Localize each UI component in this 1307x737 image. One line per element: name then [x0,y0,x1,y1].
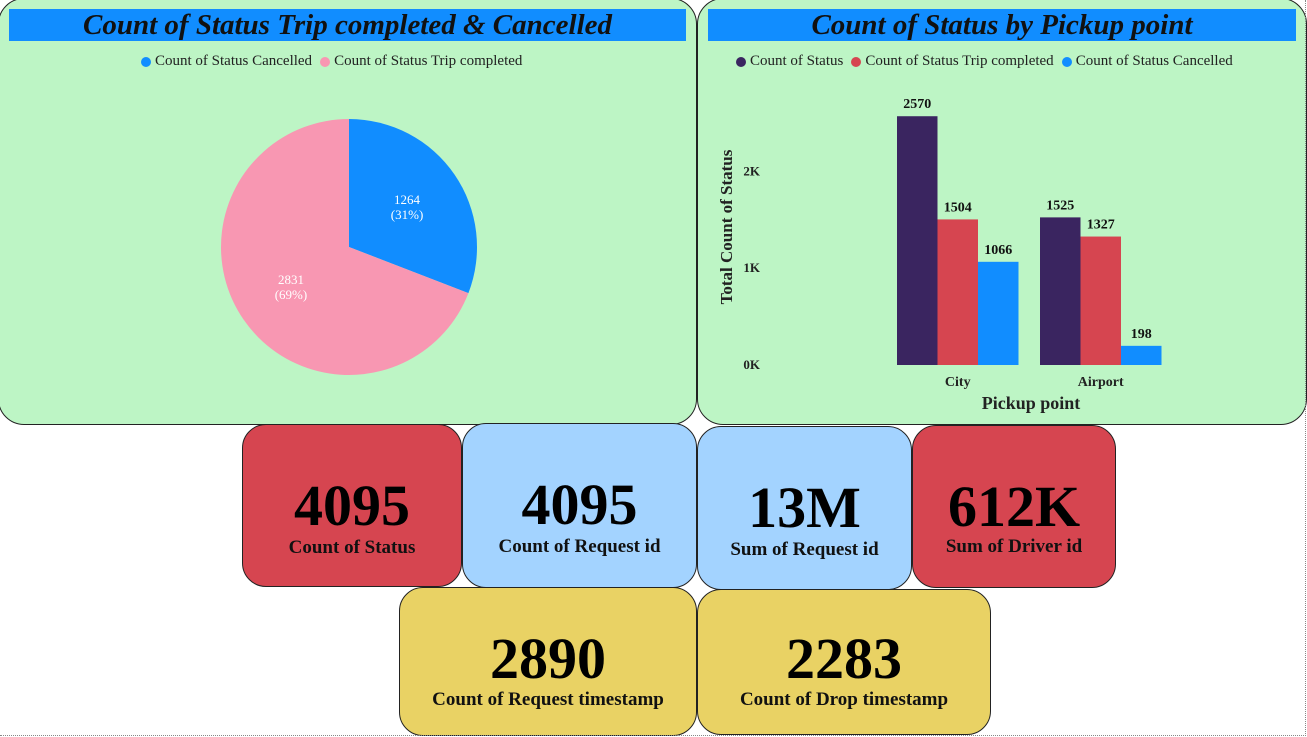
legend-dot-icon [851,56,862,67]
legend-label: Count of Status Trip completed [334,53,523,69]
legend-label: Count of Status Trip completed [865,53,1054,69]
legend-item-cancelled[interactable]: Count of Status Cancelled [1061,53,1233,70]
legend-item-cancelled[interactable]: Count of Status Cancelled [141,53,312,70]
card-label: Count of Status [288,537,416,558]
legend-item-trip-completed[interactable]: Count of Status Trip completed [851,53,1054,70]
card-sum-of-request-id[interactable]: 13M Sum of Request id [697,426,912,590]
pie-chart-title: Count of Status Trip completed & Cancell… [9,9,686,41]
bar-data-label: 1504 [944,200,972,215]
x-tick-label: Airport [1078,375,1124,390]
card-count-of-status[interactable]: 4095 Count of Status [242,424,462,587]
bar-chart-panel: Count of Status by Pickup point Count of… [697,0,1307,425]
legend-label: Count of Status Cancelled [155,53,313,69]
y-tick-label: 1K [743,260,761,275]
y-tick-label: 0K [743,357,761,372]
card-label: Sum of Driver id [945,536,1083,557]
card-value: 4095 [521,472,638,537]
card-value: 612K [947,474,1081,539]
bar-legend: Count of Status Count of Status Trip com… [736,53,1241,70]
bar-data-label: 198 [1131,327,1152,342]
bar-city-1[interactable] [937,219,979,365]
pie-percent-label: (31%) [391,207,424,222]
pie-legend: Count of Status Cancelled Count of Statu… [141,53,530,70]
bar-data-label: 1066 [984,243,1012,258]
x-axis-label: Pickup point [982,393,1081,413]
card-value: 13M [748,475,861,540]
card-count-of-request-timestamp[interactable]: 2890 Count of Request timestamp [399,587,697,736]
bar-chart: 0K 1K 2K Total Count of Status 2570 1504 1066 C… [717,97,1162,413]
pie-chart-panel: Count of Status Trip completed & Cancell… [0,0,697,425]
pie-slice-cancelled[interactable] [349,119,477,294]
bar-chart-title: Count of Status by Pickup point [708,9,1296,41]
card-label: Count of Drop timestamp [739,689,949,710]
bar-data-label: 1525 [1046,198,1074,213]
bar-data-label: 1327 [1087,218,1115,233]
card-value: 4095 [294,473,410,538]
legend-dot-icon [736,56,746,67]
card-label: Sum of Request id [730,539,879,560]
y-tick-label: 2K [743,163,761,178]
legend-label: Count of Status [750,53,844,69]
bar-data-label: 2570 [903,97,931,112]
pie-percent-label: (69%) [275,287,308,302]
pie-data-label: 1264 [394,192,421,207]
legend-item-completed[interactable]: Count of Status Trip completed [320,53,522,70]
card-count-of-drop-timestamp[interactable]: 2283 Count of Drop timestamp [697,589,991,735]
bar-airport-1[interactable] [1080,236,1122,365]
y-axis-label: Total Count of Status [717,149,736,304]
pie-data-label: 2831 [278,272,304,287]
x-tick-label: City [945,375,971,390]
legend-label: Count of Status Cancelled [1075,53,1233,69]
pie-chart: 1264(31%) 2831(69%) [221,119,477,375]
legend-dot-icon [141,56,151,67]
card-value: 2890 [490,626,606,691]
bar-city-0[interactable] [897,116,938,365]
legend-dot-icon [1061,56,1072,67]
pie-slice-completed[interactable] [221,119,469,375]
legend-item-count-status[interactable]: Count of Status [736,53,843,70]
card-label: Count of Request id [498,536,661,557]
bar-city-2[interactable] [978,261,1019,365]
card-count-of-request-id[interactable]: 4095 Count of Request id [462,423,697,588]
card-value: 2283 [786,626,902,691]
bar-airport-0[interactable] [1040,217,1081,365]
legend-dot-icon [320,56,331,67]
card-sum-of-driver-id[interactable]: 612K Sum of Driver id [912,425,1116,588]
bar-airport-2[interactable] [1121,345,1162,365]
card-label: Count of Request timestamp [432,689,664,710]
